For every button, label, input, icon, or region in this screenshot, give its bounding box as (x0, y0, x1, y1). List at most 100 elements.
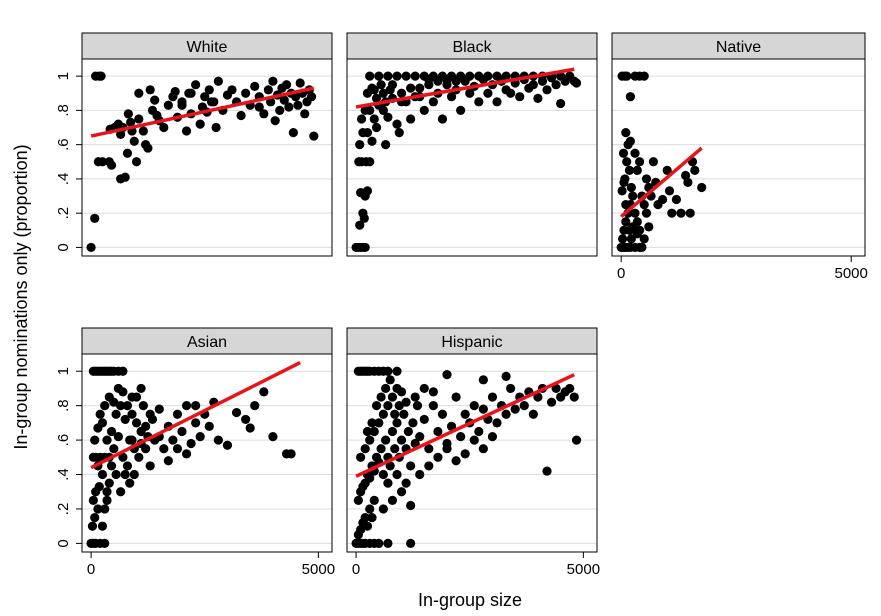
data-point (94, 481, 104, 492)
data-point (371, 93, 382, 103)
data-point (667, 208, 677, 218)
data-point (383, 538, 393, 548)
data-point (451, 456, 461, 466)
data-point (127, 409, 137, 419)
data-point (697, 182, 707, 193)
data-point (446, 92, 457, 102)
data-point (690, 165, 700, 175)
data-point (474, 97, 484, 107)
fit-line (90, 86, 315, 138)
data-point (125, 478, 135, 488)
data-point (181, 449, 192, 459)
data-point (120, 414, 130, 425)
data-point (451, 76, 461, 86)
data-point (392, 418, 402, 428)
y-tick-label: .6 (55, 434, 72, 447)
data-point (356, 114, 367, 124)
data-point (556, 71, 566, 81)
fit-line (355, 373, 576, 478)
data-point (401, 478, 411, 488)
data-point (515, 92, 525, 102)
data-point (367, 83, 377, 93)
data-point (250, 401, 260, 411)
data-point (195, 432, 205, 442)
data-point (392, 366, 402, 376)
data-point (385, 85, 395, 95)
data-point (630, 208, 640, 218)
data-point (131, 157, 142, 167)
data-point (376, 80, 386, 90)
data-point (474, 426, 484, 437)
data-point (406, 538, 416, 548)
y-tick-label: .6 (55, 138, 72, 151)
data-point (685, 208, 695, 218)
plot-frame (346, 58, 598, 257)
data-point (362, 128, 373, 138)
data-point (227, 85, 237, 95)
data-point (390, 444, 400, 454)
y-tick-label: .4 (55, 173, 72, 186)
data-point (367, 418, 377, 428)
data-point (222, 440, 233, 450)
panel-title: Black (452, 39, 492, 56)
data-point (626, 182, 636, 193)
data-point (632, 165, 642, 175)
data-point (406, 500, 416, 511)
data-point (191, 401, 201, 411)
data-point (259, 109, 269, 119)
data-point (387, 426, 398, 437)
y-tick-label: 1 (55, 72, 72, 80)
data-point (136, 383, 146, 394)
data-point (231, 407, 242, 418)
data-point (374, 71, 384, 81)
data-point (618, 148, 629, 158)
data-point (565, 383, 575, 394)
data-point (641, 174, 652, 184)
data-point (118, 387, 128, 397)
data-point (419, 105, 429, 115)
data-point (211, 122, 221, 133)
x-tick-label: 5000 (302, 561, 335, 578)
data-point (241, 414, 251, 425)
data-point (376, 444, 386, 454)
data-point (90, 213, 100, 223)
data-point (172, 444, 183, 454)
data-point (381, 383, 391, 394)
data-point (163, 456, 173, 466)
data-point (442, 74, 452, 85)
data-point (300, 109, 310, 119)
data-point (528, 80, 538, 90)
data-point (204, 85, 214, 95)
fit-line (620, 146, 703, 218)
data-point (245, 423, 255, 433)
data-point (97, 469, 108, 480)
data-point (200, 92, 210, 102)
data-point (664, 186, 675, 196)
data-point (628, 191, 638, 201)
data-point (569, 392, 579, 402)
data-point (442, 444, 452, 454)
data-point (624, 165, 635, 175)
data-point (632, 229, 642, 239)
data-point (195, 119, 205, 129)
panel-title: Hispanic (441, 334, 502, 351)
data-point (469, 401, 479, 411)
data-point (360, 512, 370, 523)
data-point (392, 469, 402, 480)
data-point (250, 81, 260, 92)
data-point (501, 71, 511, 81)
data-point (355, 140, 365, 150)
data-point (399, 409, 409, 419)
data-point (122, 148, 133, 158)
data-point (401, 397, 411, 407)
y-tick-label: 0 (55, 243, 72, 251)
panel-title: White (187, 39, 228, 56)
data-point (621, 217, 631, 227)
data-point (365, 157, 375, 167)
data-point (465, 71, 475, 81)
data-point (126, 117, 136, 127)
data-point (412, 401, 423, 411)
data-point (100, 401, 110, 411)
panel-strip (81, 327, 333, 355)
data-point (88, 495, 98, 505)
